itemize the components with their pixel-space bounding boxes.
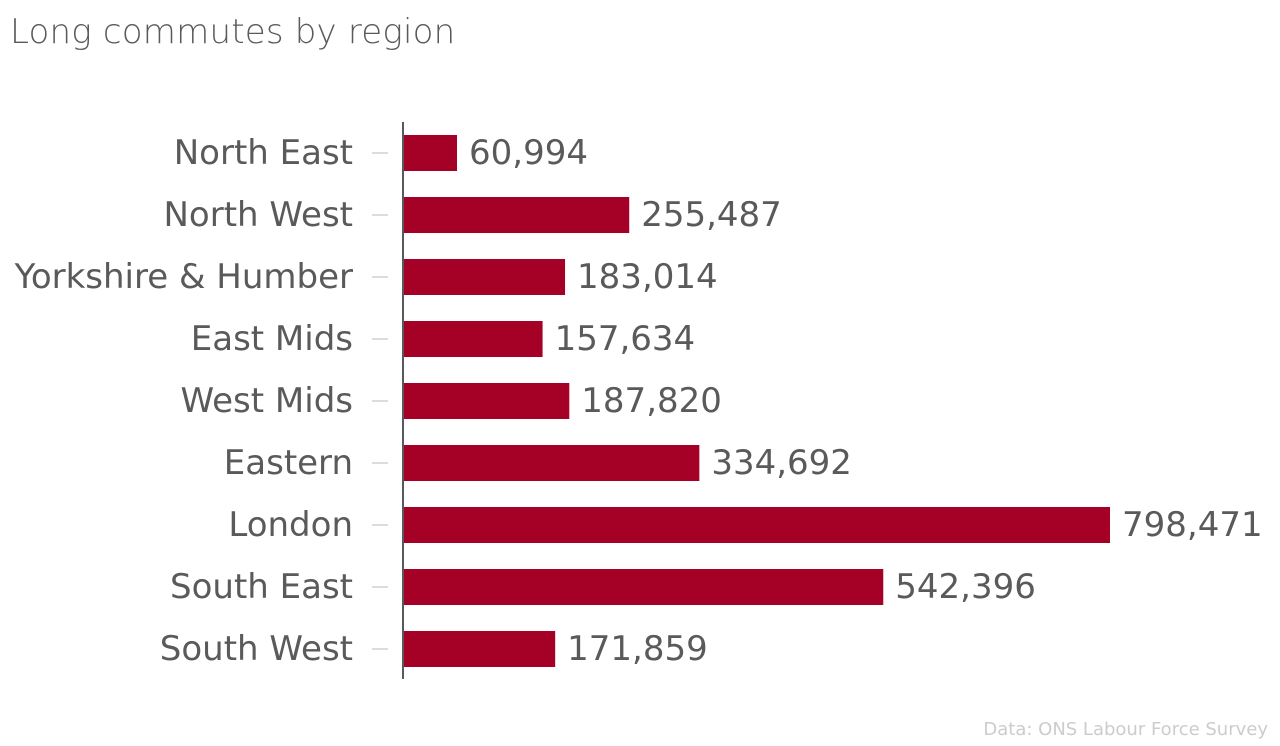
- chart-title: Long commutes by region: [10, 12, 456, 52]
- bar: [404, 507, 1110, 543]
- value-label: 798,471: [1122, 505, 1263, 545]
- bar: [404, 259, 566, 295]
- bar: [404, 321, 543, 357]
- value-label: 171,859: [567, 629, 708, 669]
- bar: [404, 135, 458, 171]
- value-label: 60,994: [469, 133, 588, 173]
- bar: [404, 569, 884, 605]
- category-label: East Mids: [191, 319, 353, 359]
- category-label: South East: [170, 567, 353, 607]
- value-label: 255,487: [641, 195, 782, 235]
- value-label: 187,820: [581, 381, 722, 421]
- bar: [404, 197, 630, 233]
- value-label: 157,634: [555, 319, 696, 359]
- source-note: Data: ONS Labour Force Survey: [983, 719, 1268, 740]
- category-label: South West: [160, 629, 353, 669]
- value-label: 334,692: [711, 443, 852, 483]
- value-label: 183,014: [577, 257, 718, 297]
- category-label: West Mids: [181, 381, 353, 421]
- value-label: 542,396: [895, 567, 1036, 607]
- category-label: Yorkshire & Humber: [14, 257, 353, 297]
- category-label: London: [228, 505, 353, 545]
- category-label: North East: [174, 133, 353, 173]
- bar: [404, 445, 700, 481]
- category-label: Eastern: [224, 443, 353, 483]
- bar: [404, 383, 570, 419]
- bars-group: North East 60,994 North West 255,487 Yorkshi…: [14, 133, 1263, 669]
- bar: [404, 631, 556, 667]
- category-label: North West: [164, 195, 354, 235]
